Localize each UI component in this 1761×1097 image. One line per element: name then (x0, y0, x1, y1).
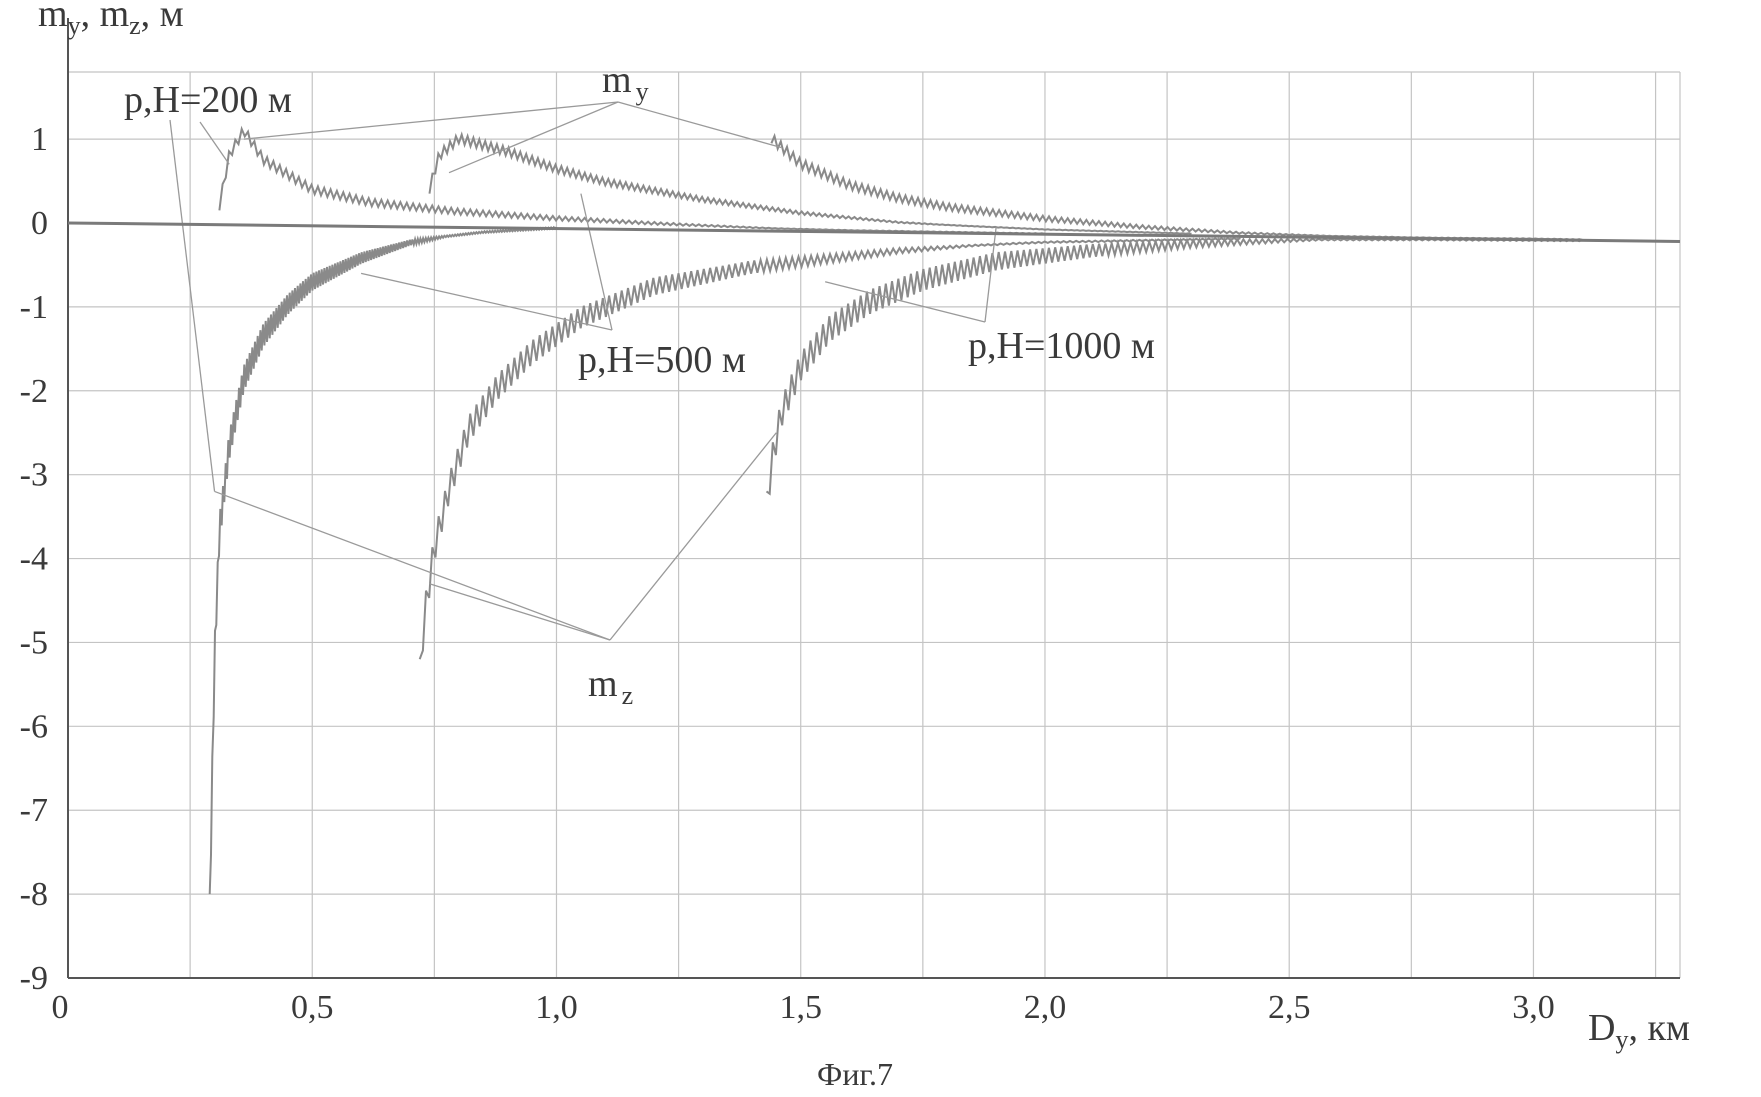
leader-line (244, 102, 618, 139)
x-tick-label: 0 (52, 989, 69, 1026)
x-tick-label: 0,5 (291, 989, 334, 1026)
x-tick-label: 1,0 (535, 989, 578, 1026)
annotation-label-200: p,H=200 м (124, 79, 292, 121)
annotation-label-mz: mz (588, 663, 633, 710)
tick-labels: 10-1-2-3-4-5-6-7-8-900,51,01,52,02,53,0 (20, 121, 1555, 1026)
series-line-4 (771, 136, 1582, 240)
annotation-label-my: my (602, 59, 649, 106)
y-tick-label: -9 (20, 960, 48, 997)
leader-line (361, 273, 612, 330)
series-line-3 (420, 238, 1241, 659)
y-axis-label: my, mz, м (38, 0, 184, 40)
data-curves (210, 129, 1583, 894)
x-tick-label: 1,5 (779, 989, 822, 1026)
leader-line (618, 102, 781, 148)
leader-line (581, 194, 612, 330)
y-tick-label: 0 (31, 205, 48, 242)
y-tick-label: -6 (20, 708, 48, 745)
annotation-label-500: p,H=500 м (578, 339, 746, 381)
y-tick-label: -3 (20, 457, 48, 494)
y-tick-label: -8 (20, 876, 48, 913)
axes (68, 18, 1680, 978)
zero-line (68, 223, 1680, 241)
y-tick-label: -4 (20, 541, 48, 578)
y-tick-label: -1 (20, 289, 48, 326)
x-axis-label: Dy, км (1588, 1007, 1690, 1054)
leader-line (610, 433, 776, 640)
series-line-5 (767, 239, 1583, 494)
x-tick-label: 2,5 (1268, 989, 1311, 1026)
series-line-1 (210, 227, 557, 894)
annotation-label-1000: p,H=1000 м (968, 325, 1155, 367)
leader-line (200, 122, 229, 164)
figure-caption: Фиг.7 (817, 1056, 893, 1092)
leader-line (170, 120, 215, 491)
y-tick-label: -7 (20, 792, 48, 829)
y-tick-label: -5 (20, 624, 48, 661)
x-tick-label: 2,0 (1024, 989, 1067, 1026)
leader-line (429, 584, 610, 640)
y-tick-label: 1 (31, 121, 48, 158)
x-tick-label: 3,0 (1512, 989, 1555, 1026)
series-line-0 (219, 129, 1045, 234)
leader-line (215, 491, 610, 640)
leader-line (985, 227, 996, 322)
y-tick-label: -2 (20, 373, 48, 410)
grid-lines (68, 72, 1680, 978)
